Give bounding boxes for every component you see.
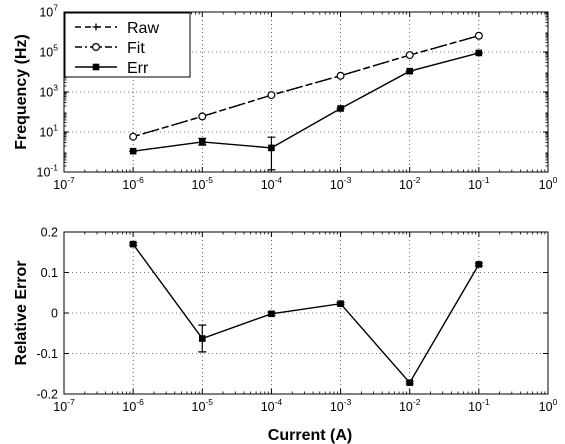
y-tick-label: 103 [39, 83, 58, 100]
error-bar [267, 136, 276, 171]
data-point [198, 138, 206, 146]
data-point [267, 91, 276, 100]
data-point [475, 261, 483, 268]
legend-marker [92, 23, 100, 31]
data-point [198, 112, 207, 121]
plot-frame [63, 231, 549, 395]
data-point [337, 300, 344, 307]
legend-label: Err [127, 60, 149, 77]
x-axis-label-current: Current (A) [268, 427, 352, 444]
x-tick-label: 10-6 [122, 175, 144, 192]
x-tick-label: 10-6 [122, 397, 144, 414]
x-tick-label: 10-4 [261, 397, 283, 414]
y-axis-label-relative-error: Relative Error [13, 261, 30, 366]
legend-label: Fit [127, 40, 145, 57]
relative-error-plot: 10-7 10-6 10-5 10-4 10-3 10-2 10-1 100 -0.2 -0.1 0… [36, 226, 557, 415]
series-line [132, 35, 480, 138]
legend-marker [91, 42, 100, 51]
data-point [336, 71, 345, 80]
y-axis-label-frequency: Frequency (Hz) [13, 34, 30, 150]
legend-label: Raw [127, 20, 159, 37]
y-tick-label: 0.2 [41, 226, 58, 240]
data-point [406, 379, 414, 386]
data-point [268, 144, 275, 152]
x-tick-label: 10-1 [468, 175, 490, 192]
data-point [475, 49, 483, 57]
x-tick-label: 10-4 [261, 175, 283, 192]
series-line [132, 243, 480, 384]
legend-marker [92, 63, 100, 71]
x-tick-label: 10-7 [53, 397, 75, 414]
x-tick-label: 100 [539, 175, 558, 192]
x-tick-label: 10-2 [399, 175, 421, 192]
series-fit [129, 31, 483, 141]
y-tick-label: 0.1 [41, 266, 58, 280]
x-tick-label: 100 [539, 397, 558, 414]
y-tick-label: 107 [39, 3, 58, 20]
data-point [337, 105, 344, 112]
x-tick-label: 10-2 [399, 397, 421, 414]
frequency-plot: 10-7 10-6 10-5 10-4 10-3 10-2 10-1 100 10-1 101 10… [37, 3, 558, 193]
series-line [133, 52, 480, 152]
y-tick-label: 0 [51, 307, 58, 321]
data-point [129, 240, 137, 248]
x-tick-label: 10-3 [330, 175, 352, 192]
x-tick-label: 10-3 [330, 397, 352, 414]
y-tick-label: 101 [39, 123, 58, 140]
data-point [198, 335, 206, 342]
y-tick-label: -0.2 [36, 388, 58, 402]
data-point [406, 67, 414, 75]
data-point [129, 132, 138, 141]
data-point [474, 31, 483, 40]
data-point [405, 51, 414, 60]
x-tick-label: 10-7 [53, 175, 75, 192]
data-point [268, 310, 275, 318]
y-tick-label: -0.1 [36, 347, 58, 361]
y-tick-label: 10-1 [37, 163, 59, 180]
series-error [129, 240, 483, 386]
x-tick-label: 10-5 [192, 397, 214, 414]
y-tick-label: 105 [39, 43, 58, 60]
plot-frame [63, 11, 549, 173]
data-point [129, 147, 137, 155]
x-tick-label: 10-1 [468, 397, 490, 414]
series-err [129, 49, 483, 171]
legend: Raw Fit Err [64, 12, 191, 78]
x-tick-label: 10-5 [192, 175, 214, 192]
